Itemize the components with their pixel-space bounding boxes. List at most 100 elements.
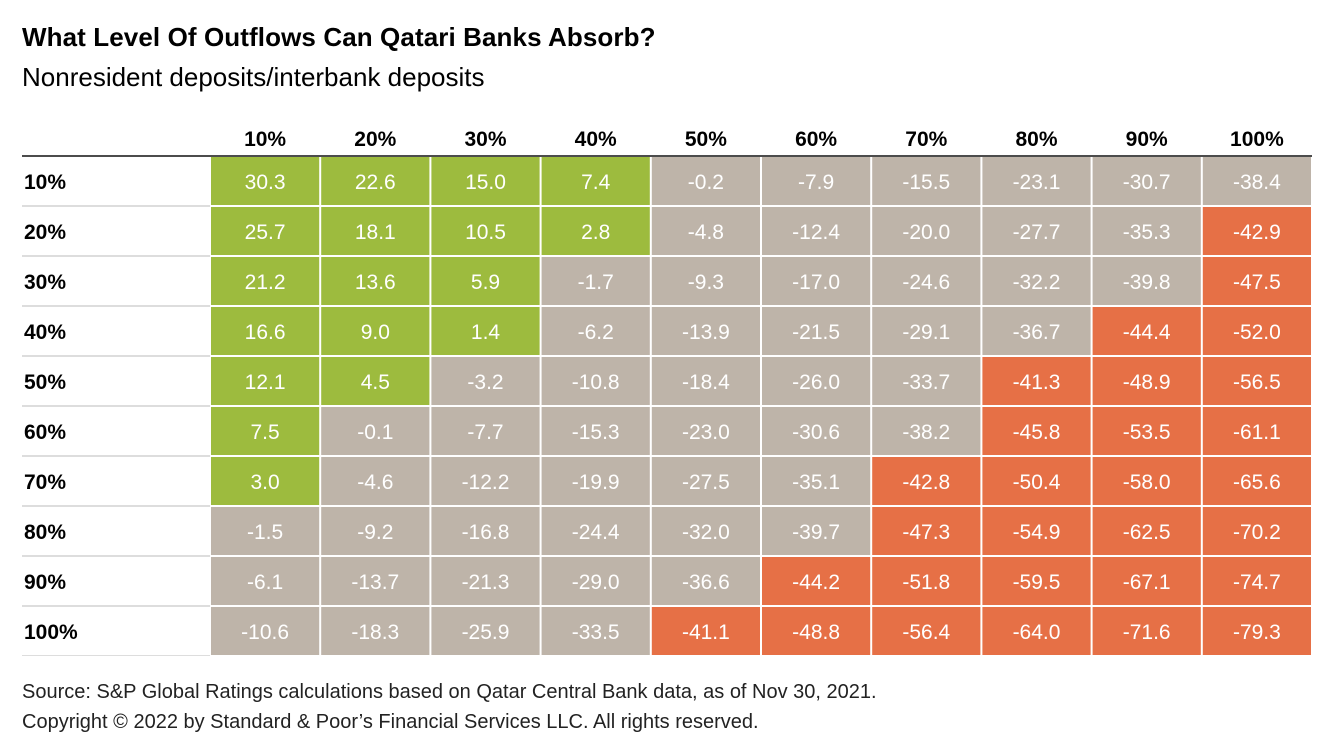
column-header-3: 30% <box>464 128 506 151</box>
heatmap-cell <box>762 157 871 205</box>
heatmap-cell <box>1202 207 1311 255</box>
cell-value: -33.5 <box>572 621 620 644</box>
heatmap-cell <box>211 407 320 455</box>
cell-value: 13.6 <box>355 271 396 294</box>
cell-value: -44.4 <box>1123 321 1171 344</box>
cell-value: -4.6 <box>357 471 393 494</box>
heatmap-cell <box>431 507 540 555</box>
cell-value: -27.5 <box>682 471 730 494</box>
heatmap-cell <box>541 307 650 355</box>
cell-value: -47.3 <box>902 521 950 544</box>
cell-value: -13.7 <box>351 571 399 594</box>
heatmap-cell <box>1092 207 1201 255</box>
cell-value: -65.6 <box>1233 471 1281 494</box>
row-label-9: 90% <box>24 571 66 594</box>
heatmap-cell <box>541 207 650 255</box>
cell-value: -38.4 <box>1233 171 1281 194</box>
heatmap-cell <box>321 407 430 455</box>
heatmap-cell <box>1092 357 1201 405</box>
cell-value: -0.1 <box>357 421 393 444</box>
chart-title: What Level Of Outflows Can Qatari Banks … <box>22 22 656 52</box>
heatmap-cell <box>321 457 430 505</box>
heatmap-cell <box>431 307 540 355</box>
cell-value: -15.5 <box>902 171 950 194</box>
cell-value: -30.7 <box>1123 171 1171 194</box>
heatmap-cell <box>651 307 760 355</box>
copyright-text: Copyright © 2022 by Standard & Poor’s Fi… <box>22 711 759 733</box>
heatmap-cell <box>321 607 430 655</box>
heatmap-cell <box>541 457 650 505</box>
cell-value: -56.4 <box>902 621 950 644</box>
heatmap-cell <box>762 207 871 255</box>
heatmap-cell <box>211 457 320 505</box>
heatmap-cell <box>651 607 760 655</box>
heatmap-cell <box>1092 307 1201 355</box>
cell-value: 5.9 <box>471 271 500 294</box>
heatmap-cell <box>211 157 320 205</box>
cell-value: -52.0 <box>1233 321 1281 344</box>
heatmap-cell <box>1202 357 1311 405</box>
cell-value: -41.3 <box>1013 371 1061 394</box>
cell-value: -29.0 <box>572 571 620 594</box>
cell-value: -64.0 <box>1013 621 1061 644</box>
row-label-8: 80% <box>24 521 66 544</box>
heatmap-cell <box>211 557 320 605</box>
heatmap-cell <box>762 257 871 305</box>
cell-value: 4.5 <box>361 371 390 394</box>
cell-value: -74.7 <box>1233 571 1281 594</box>
cell-value: -7.9 <box>798 171 834 194</box>
row-label-7: 70% <box>24 471 66 494</box>
heatmap-cell <box>431 207 540 255</box>
cell-value: -44.2 <box>792 571 840 594</box>
cell-value: 7.4 <box>581 171 611 194</box>
cell-value: 16.6 <box>245 321 286 344</box>
row-label-2: 20% <box>24 221 66 244</box>
heatmap-cell <box>982 607 1091 655</box>
heatmap-cell <box>872 257 981 305</box>
heatmap-cell <box>1202 607 1311 655</box>
heatmap-cell <box>321 557 430 605</box>
column-header-4: 40% <box>575 128 617 151</box>
chart-subtitle: Nonresident deposits/interbank deposits <box>22 62 485 92</box>
heatmap-cell <box>651 507 760 555</box>
heatmap-cell <box>321 257 430 305</box>
heatmap-cell <box>1092 157 1201 205</box>
cell-value: -19.9 <box>572 471 620 494</box>
heatmap-cell <box>211 357 320 405</box>
heatmap-cell <box>1092 557 1201 605</box>
cell-value: -3.2 <box>467 371 503 394</box>
cell-value: -53.5 <box>1123 421 1171 444</box>
heatmap-cell <box>1092 457 1201 505</box>
heatmap-cell <box>872 457 981 505</box>
cell-value: -6.2 <box>578 321 614 344</box>
cell-value: -59.5 <box>1013 571 1061 594</box>
cell-value: -36.6 <box>682 571 730 594</box>
heatmap-cell <box>1202 557 1311 605</box>
heatmap-cell <box>431 457 540 505</box>
cell-value: -35.3 <box>1123 221 1171 244</box>
cell-value: -23.0 <box>682 421 730 444</box>
cell-value: -24.4 <box>572 521 620 544</box>
cell-value: -41.1 <box>682 621 730 644</box>
heatmap-cell <box>762 457 871 505</box>
column-header-6: 60% <box>795 128 837 151</box>
cell-value: -48.9 <box>1123 371 1171 394</box>
row-label-5: 50% <box>24 371 66 394</box>
cell-value: -70.2 <box>1233 521 1281 544</box>
heatmap-cell <box>872 157 981 205</box>
cell-value: -54.9 <box>1013 521 1061 544</box>
column-header-9: 90% <box>1126 128 1168 151</box>
column-header-7: 70% <box>905 128 947 151</box>
heatmap-cell <box>431 557 540 605</box>
heatmap-cell <box>211 607 320 655</box>
cell-value: -21.3 <box>462 571 510 594</box>
heatmap-cell <box>1092 507 1201 555</box>
cell-value: -1.7 <box>578 271 614 294</box>
heatmap-cell <box>1202 257 1311 305</box>
heatmap-cell <box>321 157 430 205</box>
heatmap-cell <box>211 257 320 305</box>
cell-value: -26.0 <box>792 371 840 394</box>
cell-value: -9.3 <box>688 271 724 294</box>
heatmap-cell <box>982 357 1091 405</box>
cell-value: -50.4 <box>1013 471 1061 494</box>
